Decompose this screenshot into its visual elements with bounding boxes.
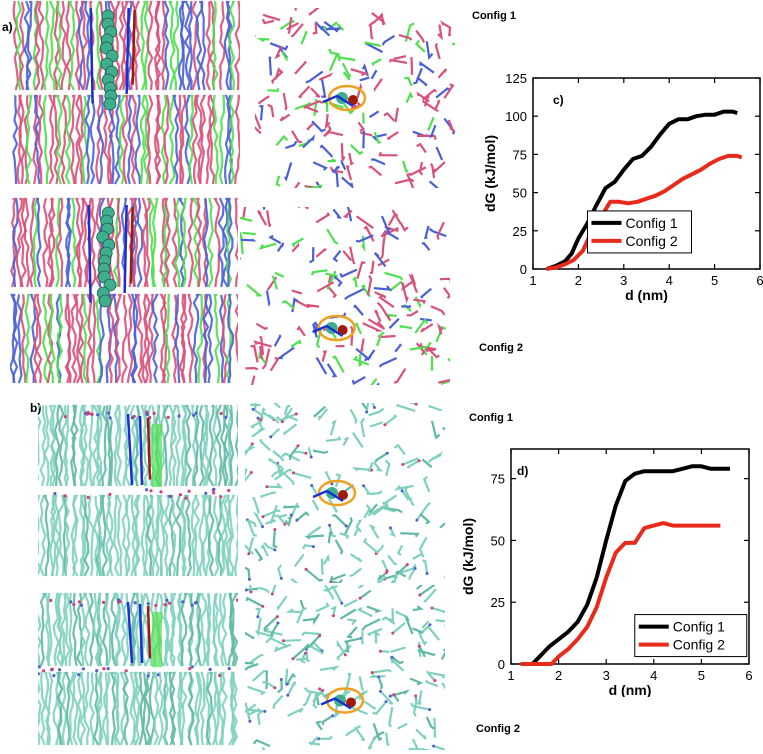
x-tick-label: 5 xyxy=(698,668,705,683)
panel-label: c) xyxy=(553,93,564,107)
y-tick-label: 50 xyxy=(491,533,505,548)
x-tick-label: 2 xyxy=(555,668,562,683)
y-tick-label: 25 xyxy=(513,224,527,239)
panel-label: d) xyxy=(517,464,528,478)
panel-label-a: a) xyxy=(2,20,13,34)
plot-frame xyxy=(510,448,750,665)
snapshot-a-config2-side xyxy=(10,197,238,389)
y-tick-label: 50 xyxy=(513,186,527,201)
chart-d: 1 2 3 4 5 6 0 25 50 75 d (nm) dG (kJ/mol) d) Config 1… xyxy=(457,440,763,697)
plot-frame xyxy=(532,77,761,270)
series-line-2 xyxy=(520,521,721,666)
config-label-b-bottom: Config 2 xyxy=(476,723,520,735)
panel-label-b: b) xyxy=(30,401,42,415)
x-tick-label: 2 xyxy=(575,273,582,288)
y-tick-label: 125 xyxy=(505,71,527,86)
legend-label: Config 2 xyxy=(673,637,725,653)
y-tick-label: 75 xyxy=(513,147,527,162)
x-tick-label: 4 xyxy=(650,668,657,683)
legend-box xyxy=(634,614,748,658)
legend-label: Config 2 xyxy=(625,233,677,249)
snapshot-b-config1-top xyxy=(245,403,445,583)
snapshot-b-config2-top xyxy=(245,585,445,750)
x-tick-label: 5 xyxy=(711,273,718,288)
y-tick-label: 100 xyxy=(505,109,527,124)
chart-c: 1 2 3 4 5 6 0 25 50 75 100 125 d (nm) dG (kJ/mol) c) Co… xyxy=(463,68,763,303)
x-tick-label: 3 xyxy=(620,273,627,288)
config-label-a-bottom: Config 2 xyxy=(479,342,523,354)
chart-svg: 1 2 3 4 5 6 0 25 50 75 d (nm) dG (kJ/mol) d) Config 1… xyxy=(460,448,753,697)
config-label-b-top: Config 1 xyxy=(469,412,513,424)
x-tick-label: 6 xyxy=(745,668,752,683)
legend-label: Config 1 xyxy=(625,215,677,231)
x-tick-label: 1 xyxy=(507,668,514,683)
config-label-a-top: Config 1 xyxy=(472,10,516,22)
x-axis-label: d (nm) xyxy=(609,682,652,697)
series-line-1 xyxy=(545,109,738,271)
snapshot-a-config2-top xyxy=(240,207,450,385)
y-tick-label: 25 xyxy=(491,595,505,610)
x-axis-label: d (nm) xyxy=(625,287,668,303)
y-axis-label: dG (kJ/mol) xyxy=(482,135,498,212)
snapshot-b-config1-side xyxy=(38,404,238,584)
snapshot-a-config1-side xyxy=(12,0,240,188)
x-tick-label: 4 xyxy=(666,273,673,288)
legend-box xyxy=(586,210,692,254)
snapshot-b-config2-side xyxy=(38,592,238,750)
series-line-1 xyxy=(530,464,730,666)
x-tick-label: 6 xyxy=(756,273,763,288)
y-tick-label: 0 xyxy=(520,262,527,277)
x-tick-label: 1 xyxy=(529,273,536,288)
series-line-2 xyxy=(546,153,743,271)
chart-svg: 1 2 3 4 5 6 0 25 50 75 100 125 d (nm) dG (kJ/mol) c) Co… xyxy=(482,71,763,303)
y-tick-label: 75 xyxy=(491,472,505,487)
y-axis-label: dG (kJ/mol) xyxy=(460,518,476,595)
x-tick-label: 3 xyxy=(603,668,610,683)
y-tick-label: 0 xyxy=(498,657,505,672)
legend-label: Config 1 xyxy=(673,619,725,635)
snapshot-a-config1-top xyxy=(255,8,455,188)
